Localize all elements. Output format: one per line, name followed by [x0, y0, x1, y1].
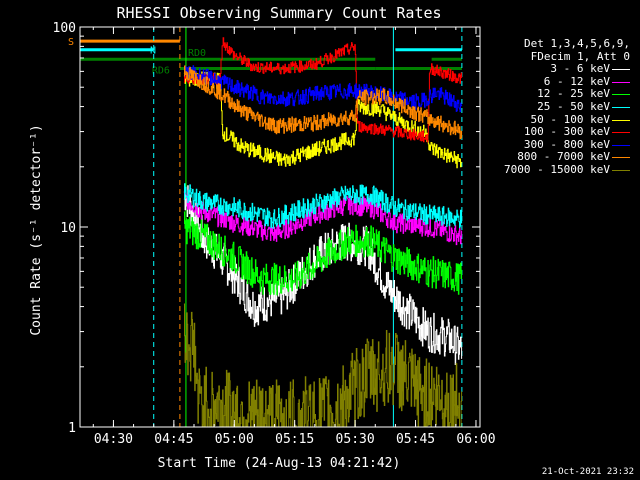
- legend-swatch: [612, 119, 630, 121]
- legend-swatch: [612, 106, 630, 108]
- series-line-300-800-kev: [183, 65, 463, 113]
- series-line-25-50-kev: [183, 183, 463, 229]
- series-line-7000-15000-kev: [183, 303, 463, 428]
- legend-header-line-1: Det 1,3,4,5,6,9,: [524, 37, 630, 50]
- legend-entry-25-50-kev: 25 - 50 keV: [482, 99, 632, 114]
- legend-swatch: [612, 169, 630, 171]
- chart-title: RHESSI Observing Summary Count Rates: [116, 4, 441, 22]
- legend-swatch: [612, 81, 630, 83]
- y-tick-label: 10: [60, 221, 76, 236]
- x-tick-label: 04:30: [94, 432, 133, 447]
- legend-label: 800 - 7000 keV: [517, 150, 610, 164]
- x-tick-label: 05:30: [336, 432, 375, 447]
- series-lines: [183, 37, 463, 428]
- x-tick-label: 06:00: [456, 432, 495, 447]
- x-axis-label: Start Time (24-Aug-13 04:21:42): [158, 456, 401, 471]
- series-line-100-300-kev: [183, 37, 463, 143]
- legend-swatch: [612, 94, 630, 96]
- x-tick-label: 05:15: [275, 432, 314, 447]
- series-line-800-7000-kev: [183, 65, 463, 140]
- legend-entry-7000-15000-kev: 7000 - 15000 keV: [482, 162, 632, 177]
- legend-entry-800-7000-kev: 800 - 7000 keV: [482, 151, 632, 164]
- legend-label: 6 - 12 keV: [543, 74, 610, 88]
- x-tick-label: 05:00: [215, 432, 254, 447]
- legend-entry-50-100-kev: 50 - 100 keV: [482, 112, 632, 127]
- series-line-50-100-kev: [183, 71, 463, 169]
- series-line-12-25-kev: [183, 211, 463, 296]
- legend-swatch: [612, 144, 630, 146]
- y-tick-label: 1: [68, 421, 76, 436]
- legend-label: 50 - 100 keV: [530, 112, 610, 126]
- flag-label-rd0: RD0: [188, 48, 206, 59]
- legend-entry-100-300-kev: 100 - 300 keV: [482, 126, 632, 139]
- flag-label-n: N: [150, 46, 156, 57]
- legend-label: 12 - 25 keV: [537, 87, 610, 101]
- legend-entry-12-25-kev: 12 - 25 keV: [482, 88, 632, 101]
- legend-swatch: [612, 69, 630, 71]
- flag-label-s: S: [68, 37, 74, 48]
- legend-label: 300 - 800 keV: [523, 137, 610, 151]
- legend-entries: 3 - 6 keV 6 - 12 keV 12 - 25 keV 25 - 50 ke…: [482, 63, 632, 176]
- generation-timestamp: 21-Oct-2021 23:32: [541, 467, 634, 477]
- x-tick-label: 04:45: [154, 432, 193, 447]
- legend-entry-300-800-kev: 300 - 800 keV: [482, 137, 632, 152]
- y-axis-label: Count Rate (s⁻¹ detector⁻¹): [29, 124, 44, 335]
- x-axis-ticks: 04:30 04:45 05:00 05:15 05:30 05:45 06:00: [92, 27, 496, 447]
- legend-label: 100 - 300 keV: [523, 125, 610, 139]
- legend-label: 7000 - 15000 keV: [504, 162, 610, 176]
- legend-swatch: [612, 157, 630, 159]
- y-axis-ticks: 1 10 100: [53, 21, 480, 436]
- legend-label: 25 - 50 keV: [537, 99, 610, 113]
- legend-header-line-2: FDecim 1, Att 0: [530, 49, 630, 63]
- series-line-6-12-kev: [183, 190, 463, 246]
- legend-entry-3-6-kev: 3 - 6 keV: [482, 63, 632, 76]
- flag-label-rd6: RD6: [152, 66, 170, 77]
- y-tick-label: 100: [53, 21, 76, 36]
- legend-swatch: [612, 132, 630, 134]
- x-tick-label: 05:45: [396, 432, 435, 447]
- legend-entry-6-12-kev: 6 - 12 keV: [482, 74, 632, 89]
- legend-label: 3 - 6 keV: [550, 62, 610, 76]
- legend: Det 1,3,4,5,6,9, FDecim 1, Att 0 3 - 6 k…: [482, 37, 632, 177]
